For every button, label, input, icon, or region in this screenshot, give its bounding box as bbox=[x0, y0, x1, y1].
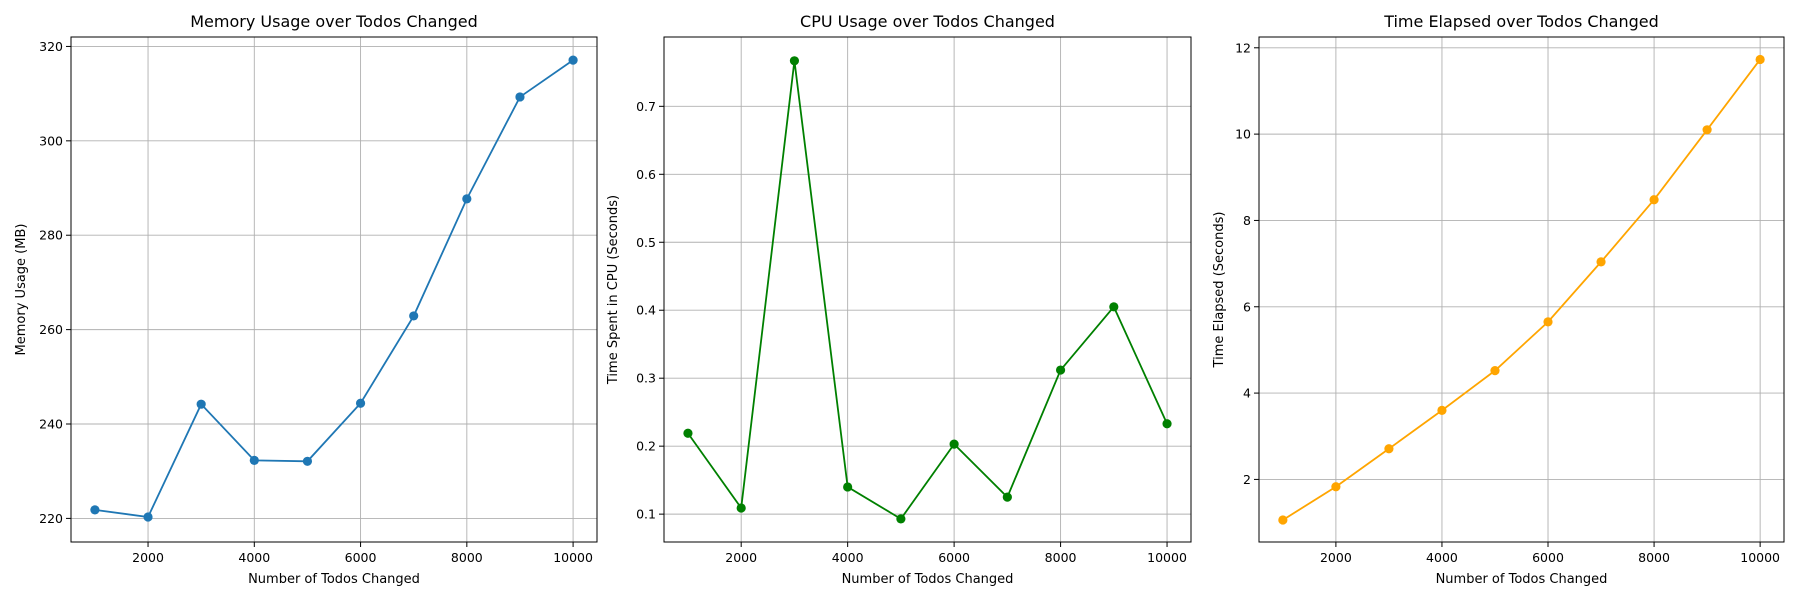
x-axis-label: Number of Todos Changed bbox=[248, 572, 420, 587]
data-point bbox=[1702, 125, 1712, 135]
x-tick-label: 10000 bbox=[1147, 550, 1187, 565]
data-point bbox=[736, 503, 746, 513]
x-tick-label: 2000 bbox=[132, 550, 164, 565]
y-axis-label: Time Spent in CPU (Seconds) bbox=[606, 195, 621, 385]
data-point bbox=[302, 456, 313, 466]
x-tick-label: 8000 bbox=[1045, 550, 1077, 565]
x-tick-label: 10000 bbox=[1740, 550, 1780, 565]
plot-frame bbox=[663, 36, 1192, 543]
data-point bbox=[1596, 257, 1606, 267]
chart-panel-2: 2000 4000 6000 8000 10000 0.1 0.2 0.3 0.4 0.5 0.6 0… bbox=[606, 12, 1192, 587]
x-tick-label: 4000 bbox=[832, 550, 864, 565]
series-line bbox=[94, 59, 574, 518]
y-tick-label: 280 bbox=[39, 228, 63, 243]
data-point bbox=[1002, 492, 1012, 502]
x-tick-label: 10000 bbox=[553, 550, 593, 565]
y-tick-label: 0.1 bbox=[636, 507, 656, 522]
data-point bbox=[249, 455, 259, 465]
y-tick-label: 4 bbox=[1243, 386, 1251, 401]
data-point bbox=[683, 428, 693, 438]
series-line bbox=[1282, 58, 1761, 521]
x-axis-label: Number of Todos Changed bbox=[842, 572, 1014, 587]
data-point bbox=[1384, 444, 1394, 454]
x-tick-label: 4000 bbox=[1426, 550, 1458, 565]
plot-frame bbox=[70, 36, 598, 543]
data-point bbox=[1649, 195, 1659, 205]
y-tick-label: 6 bbox=[1243, 299, 1251, 314]
data-point bbox=[1055, 365, 1066, 375]
data-point bbox=[1278, 515, 1288, 525]
data-point bbox=[1543, 317, 1553, 327]
y-tick-label: 0.6 bbox=[636, 167, 656, 182]
y-tick-label: 12 bbox=[1235, 40, 1251, 55]
y-tick-label: 2 bbox=[1243, 472, 1251, 487]
data-point bbox=[1331, 482, 1341, 492]
data-point bbox=[1162, 419, 1172, 429]
chart-panel-1: 2000 4000 6000 8000 10000 220 240 260 280 300 320 M… bbox=[14, 12, 598, 587]
y-tick-label: 220 bbox=[39, 511, 63, 526]
data-point bbox=[843, 482, 853, 492]
data-point bbox=[949, 439, 959, 449]
x-tick-label: 4000 bbox=[238, 550, 270, 565]
data-point bbox=[90, 505, 100, 515]
data-point bbox=[1755, 54, 1765, 65]
x-tick-label: 2000 bbox=[725, 550, 757, 565]
y-tick-label: 0.4 bbox=[636, 303, 656, 318]
y-tick-label: 240 bbox=[39, 417, 63, 432]
y-tick-label: 8 bbox=[1243, 213, 1251, 228]
y-axis-label: Memory Usage (MB) bbox=[14, 224, 29, 356]
data-point bbox=[568, 55, 578, 65]
x-tick-label: 8000 bbox=[451, 550, 483, 565]
x-tick-label: 6000 bbox=[345, 550, 377, 565]
y-tick-label: 0.2 bbox=[636, 439, 656, 454]
data-point bbox=[515, 92, 525, 102]
data-point bbox=[1437, 405, 1447, 415]
y-tick-label: 320 bbox=[39, 39, 63, 54]
y-tick-label: 300 bbox=[39, 133, 63, 148]
x-tick-label: 2000 bbox=[1320, 550, 1352, 565]
chart-title: Memory Usage over Todos Changed bbox=[190, 12, 477, 31]
data-point bbox=[196, 399, 206, 409]
data-point bbox=[1109, 302, 1119, 312]
y-axis-label: Time Elapsed (Seconds) bbox=[1212, 212, 1227, 369]
y-tick-label: 0.7 bbox=[636, 99, 656, 114]
data-point bbox=[896, 514, 906, 524]
x-tick-label: 8000 bbox=[1638, 550, 1670, 565]
data-point bbox=[462, 194, 472, 204]
y-tick-label: 0.5 bbox=[636, 235, 656, 250]
x-tick-label: 6000 bbox=[938, 550, 970, 565]
plot-frame bbox=[1258, 36, 1785, 543]
y-tick-label: 260 bbox=[39, 322, 63, 337]
data-point bbox=[1490, 366, 1500, 376]
chart-title: Time Elapsed over Todos Changed bbox=[1383, 12, 1659, 31]
data-point bbox=[355, 398, 366, 408]
y-tick-label: 0.3 bbox=[636, 371, 656, 386]
data-point bbox=[789, 56, 800, 66]
chart-title: CPU Usage over Todos Changed bbox=[800, 12, 1055, 31]
y-tick-label: 10 bbox=[1235, 127, 1251, 142]
series-line bbox=[687, 60, 1168, 521]
chart-panel-3: 2000 4000 6000 8000 10000 2 4 6 8 10 12 Time Elapse… bbox=[1212, 12, 1785, 587]
x-axis-label: Number of Todos Changed bbox=[1436, 572, 1608, 587]
data-point bbox=[409, 311, 419, 321]
data-point bbox=[143, 512, 153, 522]
x-tick-label: 6000 bbox=[1532, 550, 1564, 565]
